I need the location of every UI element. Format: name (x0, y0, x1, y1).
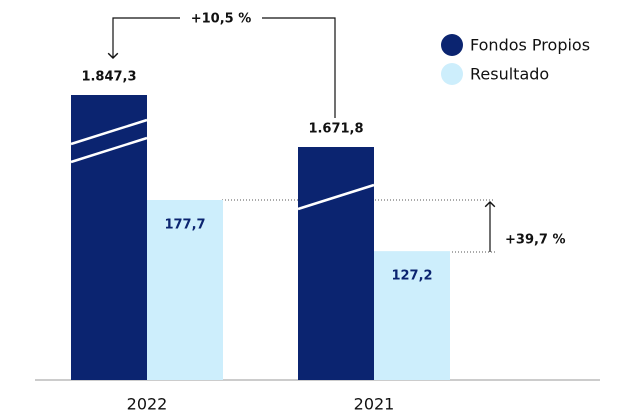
legend-label: Resultado (470, 65, 549, 84)
break-line (70, 118, 148, 146)
break-marks (70, 118, 375, 211)
value-label: 1.847,3 (81, 70, 136, 85)
annotation: +39,7 % (505, 233, 566, 248)
x-tick-label: 2021 (354, 395, 395, 414)
x-tick-label: 2022 (127, 395, 168, 414)
bracket-arrow (107, 17, 180, 60)
annotation: +10,5 % (191, 12, 252, 27)
legend-label: Fondos Propios (470, 36, 590, 55)
value-label: 177,7 (164, 218, 205, 233)
legend-swatch (441, 63, 463, 85)
break-line (70, 136, 148, 164)
bracket (262, 17, 336, 118)
bar (71, 95, 147, 380)
bar (374, 251, 450, 380)
legend-swatch (441, 34, 463, 56)
bar (298, 147, 374, 380)
value-label: 1.671,8 (308, 122, 363, 137)
value-label: 127,2 (391, 269, 432, 284)
break-line (297, 183, 375, 211)
bars (71, 95, 450, 380)
bar (147, 200, 223, 380)
